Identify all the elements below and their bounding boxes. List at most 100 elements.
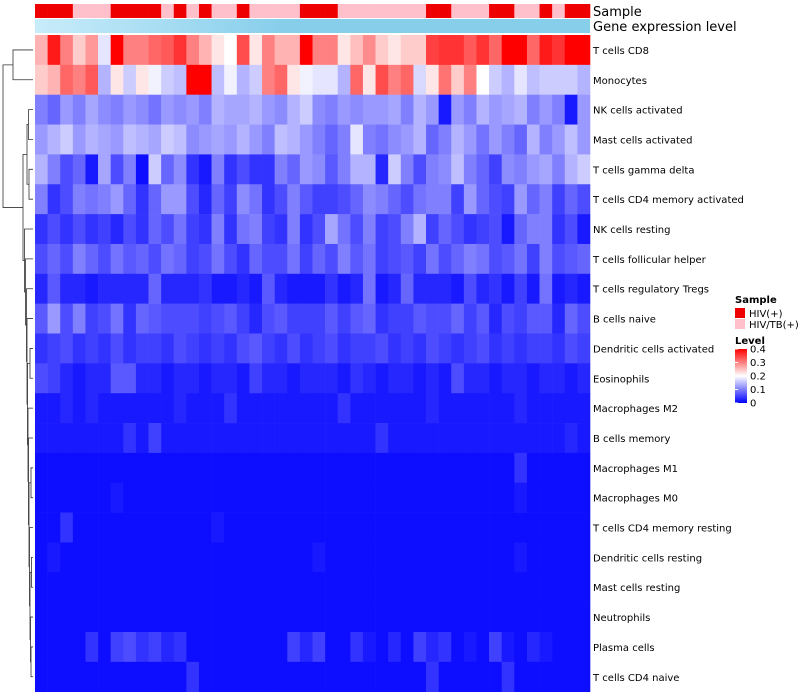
heatmap-cell: [426, 632, 439, 663]
heatmap-cell: [564, 661, 578, 692]
heatmap-cell: [85, 423, 99, 454]
heatmap-cell: [413, 154, 427, 185]
heatmap-cell: [375, 512, 389, 543]
heatmap-cell: [173, 482, 187, 513]
heatmap-cell: [198, 482, 212, 513]
heatmap-cell: [135, 154, 149, 185]
sample-annotation-cell: [249, 4, 263, 18]
heatmap-cell: [47, 542, 61, 573]
heatmap-cell: [287, 243, 301, 275]
heatmap-cell: [135, 602, 149, 633]
heatmap-cell: [489, 303, 503, 334]
heatmap-cell: [476, 452, 490, 484]
heatmap-cell: [564, 273, 578, 304]
heatmap-cell: [287, 632, 301, 663]
sample-annotation-cell: [489, 4, 503, 18]
sample-annotation-cell: [413, 4, 427, 18]
heatmap-cell: [526, 214, 540, 245]
heatmap-cell: [362, 303, 376, 334]
heatmap-cell: [211, 214, 225, 245]
heatmap-cell: [299, 423, 313, 454]
heatmap-cell: [451, 124, 465, 155]
heatmap-cell: [375, 94, 389, 125]
heatmap-cell: [526, 303, 540, 334]
heatmap-cell: [388, 482, 402, 513]
heatmap-cell: [451, 243, 465, 275]
heatmap-cell: [451, 661, 465, 692]
heatmap-cell: [211, 94, 225, 125]
heatmap-cell: [400, 363, 414, 394]
heatmap-cell: [514, 94, 528, 125]
heatmap-cell: [123, 572, 137, 603]
heatmap-cell: [451, 482, 465, 513]
heatmap-cell: [400, 512, 414, 543]
heatmap-cell: [413, 94, 427, 125]
heatmap-cell: [514, 542, 528, 573]
heatmap-cell: [236, 154, 250, 185]
heatmap-cell: [438, 542, 452, 573]
sample-annotation-cell: [287, 4, 301, 18]
level-tick-label: 0.1: [750, 385, 766, 396]
heatmap-cell: [198, 94, 212, 125]
heatmap-cell: [552, 273, 566, 304]
heatmap-cell: [161, 64, 175, 95]
heatmap-cell: [123, 602, 137, 633]
heatmap-cell: [577, 512, 591, 543]
heatmap-cell: [413, 333, 427, 364]
heatmap-cell: [110, 273, 124, 304]
heatmap-cell: [299, 154, 313, 185]
heatmap-cell: [224, 243, 238, 275]
heatmap-cell: [451, 393, 465, 424]
heatmap-cell: [161, 572, 175, 603]
heatmap-cell: [476, 154, 490, 185]
heatmap-cell: [299, 124, 313, 155]
heatmap-cell: [110, 572, 124, 603]
heatmap-cell: [564, 35, 578, 66]
sample-annotation-cell: [98, 4, 111, 18]
heatmap-cell: [438, 482, 452, 513]
heatmap-cell: [489, 572, 503, 603]
heatmap-cell: [110, 363, 124, 394]
heatmap-cell: [110, 124, 124, 155]
heatmap-cell: [198, 363, 212, 394]
heatmap-cell: [249, 184, 263, 215]
heatmap-cell: [577, 154, 591, 185]
heatmap-cell: [350, 124, 364, 155]
heatmap-cell: [350, 35, 364, 66]
heatmap-cell: [198, 452, 212, 484]
heatmap-cell: [362, 542, 376, 573]
heatmap-cell: [35, 333, 48, 364]
heatmap-cell: [85, 35, 99, 66]
heatmap-cell: [287, 303, 301, 334]
heatmap-cell: [476, 512, 490, 543]
heatmap-cell: [337, 363, 351, 394]
heatmap-cell: [438, 64, 452, 95]
heatmap-cell: [123, 214, 137, 245]
heatmap-cell: [564, 214, 578, 245]
heatmap-cell: [514, 572, 528, 603]
heatmap-cell: [463, 482, 477, 513]
heatmap-cell: [249, 94, 263, 125]
heatmap-cell: [198, 512, 212, 543]
heatmap-cell: [249, 661, 263, 692]
heatmap-cell: [35, 482, 48, 513]
heatmap-cell: [123, 333, 137, 364]
heatmap-cell: [400, 661, 414, 692]
heatmap-cell: [148, 632, 162, 663]
heatmap-cell: [173, 512, 187, 543]
heatmap-cell: [236, 124, 250, 155]
sample-annotation-cell: [337, 4, 351, 18]
heatmap-cell: [173, 423, 187, 454]
heatmap-cell: [476, 632, 490, 663]
heatmap-cell: [362, 452, 376, 484]
heatmap-cell: [236, 452, 250, 484]
heatmap-cell: [552, 333, 566, 364]
heatmap-cell: [438, 303, 452, 334]
heatmap-cell: [224, 572, 238, 603]
heatmap-cell: [413, 482, 427, 513]
heatmap-cell: [489, 154, 503, 185]
sample-annotation-cell: [60, 4, 74, 18]
heatmap-cell: [312, 243, 326, 275]
heatmap-cell: [438, 124, 452, 155]
heatmap-cell: [426, 423, 439, 454]
